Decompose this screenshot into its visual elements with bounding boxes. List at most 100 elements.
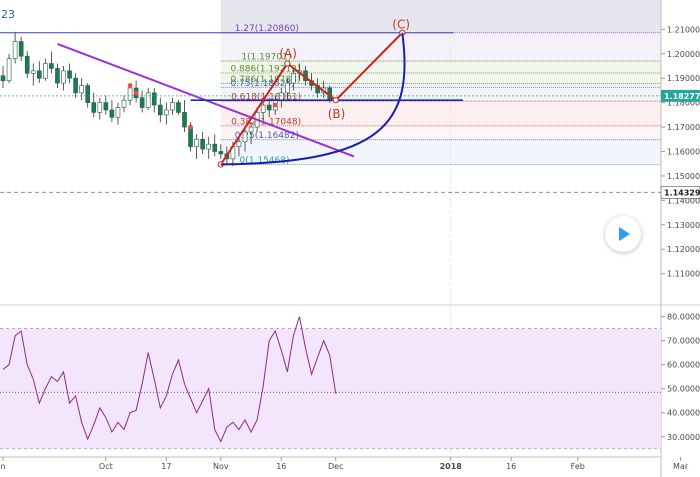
price-tick-label: 1.18000 xyxy=(667,99,700,108)
last-price-tag xyxy=(661,89,700,102)
time-tick-label: Nov xyxy=(213,462,229,471)
price-tick-label: 1.16000 xyxy=(667,148,700,157)
candle-body xyxy=(212,143,218,152)
price-tick-label: 1.13000 xyxy=(667,221,700,230)
play-icon[interactable] xyxy=(605,216,641,252)
candle-body xyxy=(176,102,181,113)
time-tick-label: 16 xyxy=(506,462,516,471)
candle-body xyxy=(182,112,187,128)
price-tick-label: 1.14000 xyxy=(667,196,700,205)
oscillator-tick-label: 70.0000 xyxy=(667,337,700,346)
time-tick-label: Oct xyxy=(99,462,113,471)
candle-body xyxy=(170,102,175,111)
wave-label-a: (A) xyxy=(279,47,297,61)
fib-zone xyxy=(220,125,662,140)
time-tick-label: 16 xyxy=(276,462,286,471)
candle-body xyxy=(24,55,30,74)
fib-zone xyxy=(220,32,662,62)
candle-body xyxy=(61,70,66,84)
candle-body xyxy=(85,85,90,103)
candle-body xyxy=(145,92,151,108)
candle-body xyxy=(164,109,169,116)
time-tick-label: 2018 xyxy=(440,462,463,471)
candle-body xyxy=(236,141,242,147)
candle-body xyxy=(109,109,115,118)
candle-body xyxy=(285,82,290,94)
candle-body xyxy=(291,73,296,84)
time-tick-label: 17 xyxy=(161,462,171,471)
price-tick-label: 1.19000 xyxy=(667,74,700,83)
candle-body xyxy=(266,104,272,111)
wave-point xyxy=(284,60,291,67)
oscillator-line xyxy=(2,316,337,443)
candle-body xyxy=(67,70,72,79)
candle-body xyxy=(103,102,109,111)
candle-body xyxy=(43,63,48,79)
candle-body xyxy=(218,151,224,155)
candle-body xyxy=(206,143,211,150)
price-tick-label: 1.15000 xyxy=(667,172,700,181)
oscillator-band xyxy=(0,328,661,449)
time-tick-label: n xyxy=(0,462,5,471)
last-price-label: 1.18277 xyxy=(664,92,700,101)
candle-body xyxy=(278,92,284,101)
oscillator-tick-label: 40.0000 xyxy=(667,409,700,418)
candle-body xyxy=(260,104,266,113)
candle-body xyxy=(248,126,254,133)
fib-level-label: 1.27(1.20860) xyxy=(235,24,299,34)
wave-point xyxy=(332,97,339,104)
fib-level-label: 0.886(1.19212) xyxy=(230,65,300,75)
candle-body xyxy=(73,77,78,94)
candle-body xyxy=(151,92,157,106)
price-tick-label: 1.17000 xyxy=(667,123,700,132)
oscillator-tick-label: 60.0000 xyxy=(667,361,700,370)
candle-body xyxy=(115,107,121,118)
fib-level-label: 0.786(1.18783) xyxy=(230,75,300,85)
fib-zone xyxy=(220,83,662,88)
candle-body xyxy=(0,75,6,81)
candle-body xyxy=(79,85,84,94)
fib-level-label: 0(1.15468) xyxy=(240,156,290,166)
time-tick-label: Dec xyxy=(328,462,343,471)
candle-body xyxy=(200,138,205,150)
time-tick-label: Feb xyxy=(571,462,585,471)
fib-arc xyxy=(220,32,406,166)
candle-body xyxy=(36,70,42,79)
candle-body xyxy=(188,126,193,147)
candle-body xyxy=(6,58,12,81)
symbol-label: 23 xyxy=(1,8,15,21)
fib-zone xyxy=(220,101,662,126)
price-tick-label: 1.20000 xyxy=(667,50,700,59)
marker-price-tag xyxy=(660,186,700,199)
fib-zone xyxy=(220,73,662,84)
time-tick-label: Mar xyxy=(673,462,689,471)
fib-extension-zone xyxy=(220,0,662,33)
candle-body xyxy=(97,102,103,113)
candle-body xyxy=(18,41,24,57)
candle-body xyxy=(55,68,60,84)
indicator-dot xyxy=(272,102,278,108)
candle-body xyxy=(194,138,199,147)
marker-price-label: 1.14329 xyxy=(664,188,700,197)
candle-body xyxy=(242,131,248,143)
candle-body xyxy=(30,70,36,74)
wave-line xyxy=(219,32,404,166)
candle-body xyxy=(158,104,163,116)
wave-label-c: (C) xyxy=(392,18,410,32)
indicator-dot xyxy=(133,90,139,96)
fib-level-label: 1(1.19701) xyxy=(241,53,291,63)
indicator-dot xyxy=(127,83,133,88)
price-tick-label: 1.21000 xyxy=(667,25,700,34)
candle-body xyxy=(121,99,127,108)
candle-body xyxy=(12,41,18,59)
candle-body xyxy=(49,63,54,69)
candle-body xyxy=(139,97,145,108)
fib-level-label: 0.75(1.18628) xyxy=(230,79,294,89)
fib-level-label: 0.25(1.16482) xyxy=(235,131,299,141)
price-tick-label: 1.12000 xyxy=(667,245,700,254)
oscillator-tick-label: 50.0000 xyxy=(667,385,700,394)
oscillator-tick-label: 80.0000 xyxy=(667,313,700,322)
candle-body xyxy=(91,102,97,113)
fib-zone xyxy=(220,61,662,74)
